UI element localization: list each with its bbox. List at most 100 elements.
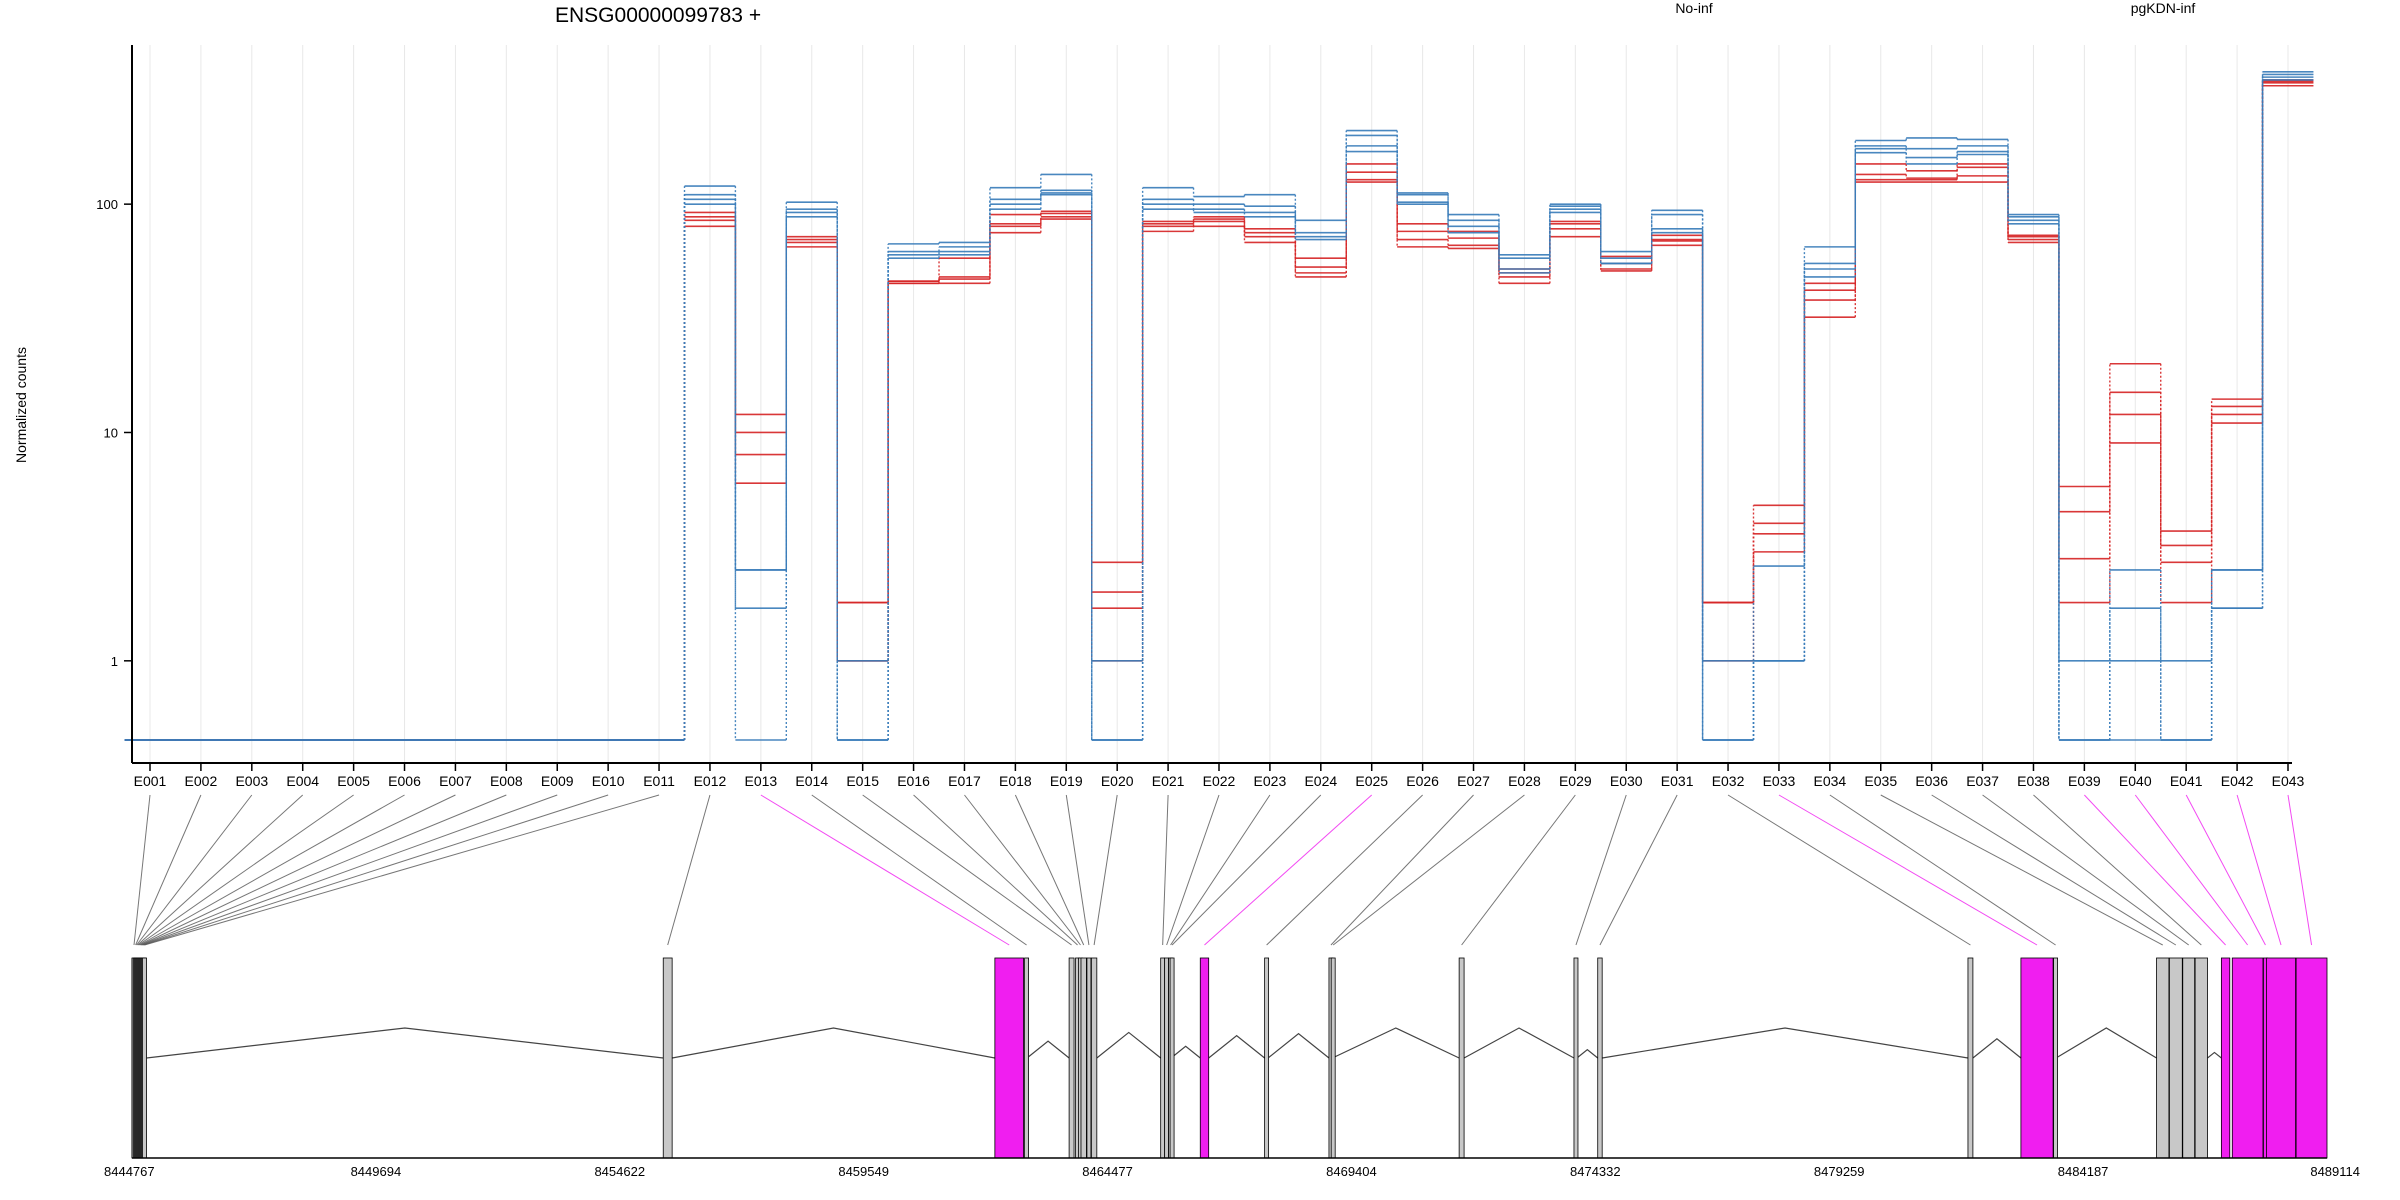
connector-e006 [139,794,405,946]
intron-e035 [2055,1027,2157,1059]
x-tick-label-e021: E021 [1152,773,1185,789]
exon-block-e043 [2295,957,2328,1159]
y-axis-label: Normalized counts [13,347,29,463]
connector-e027 [1330,794,1474,946]
connector-e021 [1162,794,1169,946]
x-tick-label-e032: E032 [1712,773,1745,789]
connector-e012 [667,794,711,946]
connector-e018 [1014,794,1085,946]
x-tick-label-e003: E003 [235,773,268,789]
y-tick-label-100: 100 [96,197,118,212]
legend-label-pgkdn-inf: pgKDN-inf [2131,0,2196,16]
intron-e015 [1026,1040,1070,1059]
x-tick-label-e012: E012 [694,773,727,789]
intron-e027 [1267,1032,1330,1059]
exon-block-e022 [1164,957,1170,1159]
x-tick-label-e001: E001 [134,773,167,789]
connector-e011 [144,794,660,946]
connector-e041 [2185,794,2266,946]
intron-e013 [672,1027,995,1059]
connector-e039 [2084,794,2226,946]
genomic-coordinate-label-8449694: 8449694 [351,1164,402,1179]
legend: No-inf pgKDN-inf [1675,0,2195,16]
connector-e031 [1599,794,1678,946]
connector-e024 [1171,794,1322,946]
x-axis-exon-ticks: E001 E002 E003 E004 E005 E006 E007 E008 E009 E010… [134,763,2305,789]
exon-connector-lines [133,794,2313,946]
x-tick-label-e043: E043 [2272,773,2305,789]
connector-e009 [142,794,558,946]
exon-block-e019 [1086,957,1092,1159]
x-tick-label-e024: E024 [1304,773,1337,789]
y-axis: 1 10 100 [96,197,132,669]
x-tick-label-e004: E004 [286,773,319,789]
exon-block-e039 [2220,957,2231,1159]
x-tick-label-e039: E039 [2068,773,2101,789]
connector-e020 [1093,794,1118,946]
connector-e035 [1880,794,2163,946]
exon-block-e032 [1967,957,1974,1159]
x-tick-label-e035: E035 [1864,773,1897,789]
gene-model [131,957,2328,1159]
connector-e026 [1266,794,1423,946]
connector-e016 [913,794,1078,946]
x-tick-label-e020: E020 [1101,773,1134,789]
exon-block-e040 [2231,957,2264,1159]
legend-label-no-inf: No-inf [1675,0,1712,16]
connector-e029 [1461,794,1576,946]
exon-block-e035 [2156,957,2170,1159]
genomic-coordinate-label-8484187: 8484187 [2058,1164,2109,1179]
x-tick-label-e014: E014 [795,773,828,789]
x-tick-label-e006: E006 [388,773,421,789]
x-tick-label-e028: E028 [1508,773,1541,789]
intron-e012 [146,1027,664,1059]
connector-e019 [1065,794,1090,946]
connector-e003 [136,794,253,946]
connector-e028 [1332,794,1525,946]
intron-e032 [1602,1027,1969,1059]
chart-title: ENSG00000099783 + [555,4,761,27]
x-tick-label-e037: E037 [1966,773,1999,789]
x-tick-label-e033: E033 [1763,773,1796,789]
x-tick-label-e009: E009 [541,773,574,789]
genomic-coordinate-label-8474332: 8474332 [1570,1164,1621,1179]
x-tick-label-e011: E011 [643,773,675,789]
genomic-coordinate-label-8489114: 8489114 [2310,1164,2360,1179]
exon-block-e030 [1573,957,1579,1159]
exon-block-e011 [142,957,147,1159]
genomic-coordinate-label-8469404: 8469404 [1326,1164,1377,1179]
exon-block-e012 [662,957,673,1159]
connector-e025 [1204,794,1373,946]
connector-e001 [133,794,151,946]
x-tick-label-e008: E008 [490,773,523,789]
exon-block-e042 [2266,957,2297,1159]
connector-e013 [760,794,1010,946]
connector-e015 [862,794,1072,946]
connector-e030 [1575,794,1627,946]
vertical-gridlines [149,45,2289,763]
connector-e040 [2134,794,2249,946]
connector-e033 [1778,794,2038,946]
x-tick-label-e010: E010 [592,773,625,789]
connector-e032 [1727,794,1971,946]
exon-block-e028 [1330,957,1336,1159]
connector-e042 [2236,794,2282,946]
intron-e021 [1096,1031,1162,1059]
x-tick-label-e022: E022 [1203,773,1236,789]
connector-e022 [1166,794,1220,946]
x-tick-label-e013: E013 [745,773,778,789]
x-tick-label-e038: E038 [2017,773,2050,789]
x-tick-label-e041: E041 [2170,773,2203,789]
x-tick-label-e019: E019 [1050,773,1083,789]
x-tick-label-e007: E007 [439,773,472,789]
x-tick-label-e023: E023 [1254,773,1287,789]
connector-e008 [141,794,507,946]
exon-block-e021 [1160,957,1166,1159]
connector-e002 [135,794,202,946]
intron-e025 [1170,1045,1201,1059]
exon-block-e024 [1169,957,1175,1159]
y-tick-label-10: 10 [104,425,118,440]
exon-block-e029 [1458,957,1465,1159]
connector-e004 [137,794,304,946]
